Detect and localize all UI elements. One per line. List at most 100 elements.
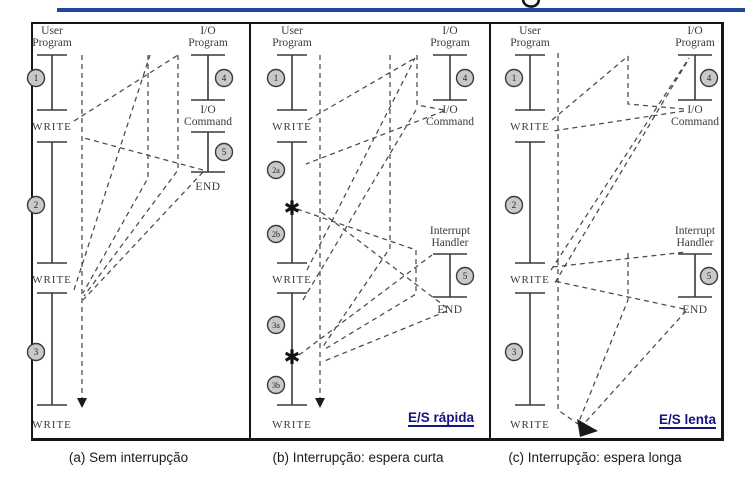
step-circle	[504, 342, 524, 362]
fast-io-note: E/S rápida	[407, 410, 474, 425]
step-circle-label: 3a	[272, 321, 280, 330]
step-circle	[266, 160, 286, 180]
write-label: WRITE	[510, 419, 550, 431]
step-circle-label: 1	[274, 73, 279, 83]
control-flow-dashed-line	[82, 171, 204, 301]
step-circle	[455, 68, 475, 88]
step-circle-label: 2	[34, 200, 39, 210]
control-flow-dashed-line	[551, 55, 629, 121]
caption-panel-a: (a) Sem interrupção	[68, 450, 189, 465]
step-circle-label: 2a	[272, 166, 280, 175]
control-flow-dashed-line	[73, 54, 179, 122]
user-program-title: User	[41, 25, 63, 37]
caption-panel-b: (b) Interrupção: espera curta	[272, 450, 444, 465]
caption-panel-c: (c) Interrupção: espera longa	[508, 450, 682, 465]
step-circle	[26, 342, 46, 362]
step-circle	[266, 224, 286, 244]
control-flow-dashed-line	[552, 251, 687, 268]
io-program-title: I/O	[687, 25, 702, 37]
control-flow-dashed-line	[73, 54, 151, 291]
control-flow-dashed-line	[552, 110, 685, 132]
control-flow-dashed-line	[296, 208, 417, 350]
io-command-label: Command	[184, 116, 232, 128]
write-label: WRITE	[510, 274, 550, 286]
step-circle-label: 3b	[272, 381, 280, 390]
interrupt-handler-title: Interrupt	[675, 225, 716, 237]
title-underline-rule	[57, 8, 745, 12]
step-circle-label: 1	[512, 73, 517, 83]
panel-divider-ab	[249, 22, 251, 439]
asterisk-interrupt: ✱	[284, 347, 301, 369]
step-circle	[266, 315, 286, 335]
user-program-title: Program	[32, 37, 72, 49]
step-circle-label: 4	[463, 73, 468, 83]
io-program-title: Program	[430, 37, 470, 49]
step-circle-label: 5	[222, 147, 227, 157]
end-label: END	[682, 304, 707, 316]
io-program-title: I/O	[200, 25, 215, 37]
control-flow-dashed-line	[321, 55, 391, 349]
step-circle	[214, 142, 234, 162]
step-circle	[455, 266, 475, 286]
step-circle-label: 2	[512, 200, 517, 210]
control-flow-dashed-line	[298, 254, 433, 356]
io-program-title: Program	[675, 37, 715, 49]
step-circle-label: 3	[512, 347, 517, 357]
control-flow-dashed-line	[321, 310, 448, 363]
control-flow-dashed-line	[552, 61, 688, 287]
flow-continue-arrow	[77, 398, 87, 408]
panel-divider-bc	[489, 22, 491, 439]
io-program-title: I/O	[442, 25, 457, 37]
control-flow-dashed-line	[557, 53, 579, 425]
step-circle	[699, 68, 719, 88]
slow-io-note: E/S lenta	[658, 412, 716, 427]
step-circle	[266, 375, 286, 395]
write-label: WRITE	[510, 121, 550, 133]
user-program-title: User	[519, 25, 541, 37]
control-flow-dashed-line	[83, 55, 179, 297]
asterisk-interrupt: ✱	[284, 198, 301, 220]
step-circle	[26, 68, 46, 88]
write-label: WRITE	[272, 274, 312, 286]
io-command-label: Command	[671, 116, 719, 128]
user-program-title: User	[281, 25, 303, 37]
write-label: WRITE	[272, 419, 312, 431]
user-program-title: Program	[510, 37, 550, 49]
flow-continue-arrow	[577, 419, 598, 437]
write-label: WRITE	[32, 419, 72, 431]
step-circle	[266, 68, 286, 88]
control-flow-dashed-line	[553, 280, 685, 310]
write-label: WRITE	[32, 274, 72, 286]
control-flow-dashed-line	[307, 56, 418, 121]
step-circle	[214, 68, 234, 88]
io-command-label: I/O	[442, 104, 457, 116]
step-circle	[26, 195, 46, 215]
step-circle-label: 5	[463, 271, 468, 281]
step-circle	[504, 195, 524, 215]
io-command-label: Command	[426, 116, 474, 128]
step-circle-label: 2b	[272, 230, 280, 239]
control-flow-dashed-line	[550, 57, 690, 271]
cropped-title-descender	[521, 0, 541, 8]
control-flow-dashed-line	[627, 56, 685, 110]
control-flow-dashed-line	[302, 109, 417, 301]
control-flow-dashed-line	[320, 211, 448, 309]
step-circle	[504, 68, 524, 88]
step-circle	[699, 266, 719, 286]
end-label: END	[195, 181, 220, 193]
write-label: WRITE	[32, 121, 72, 133]
control-flow-dashed-line	[581, 310, 687, 427]
interrupt-handler-title: Interrupt	[430, 225, 471, 237]
control-flow-dashed-line	[83, 137, 204, 171]
step-circle-label: 3	[34, 347, 39, 357]
control-flow-dashed-line	[577, 253, 629, 425]
interrupt-handler-title: Handler	[431, 237, 468, 249]
io-command-label: I/O	[200, 104, 215, 116]
step-circle-label: 4	[222, 73, 227, 83]
control-flow-dashed-line	[306, 57, 416, 271]
step-circle-label: 5	[707, 271, 712, 281]
write-label: WRITE	[272, 121, 312, 133]
control-flow-dashed-line	[416, 55, 445, 111]
